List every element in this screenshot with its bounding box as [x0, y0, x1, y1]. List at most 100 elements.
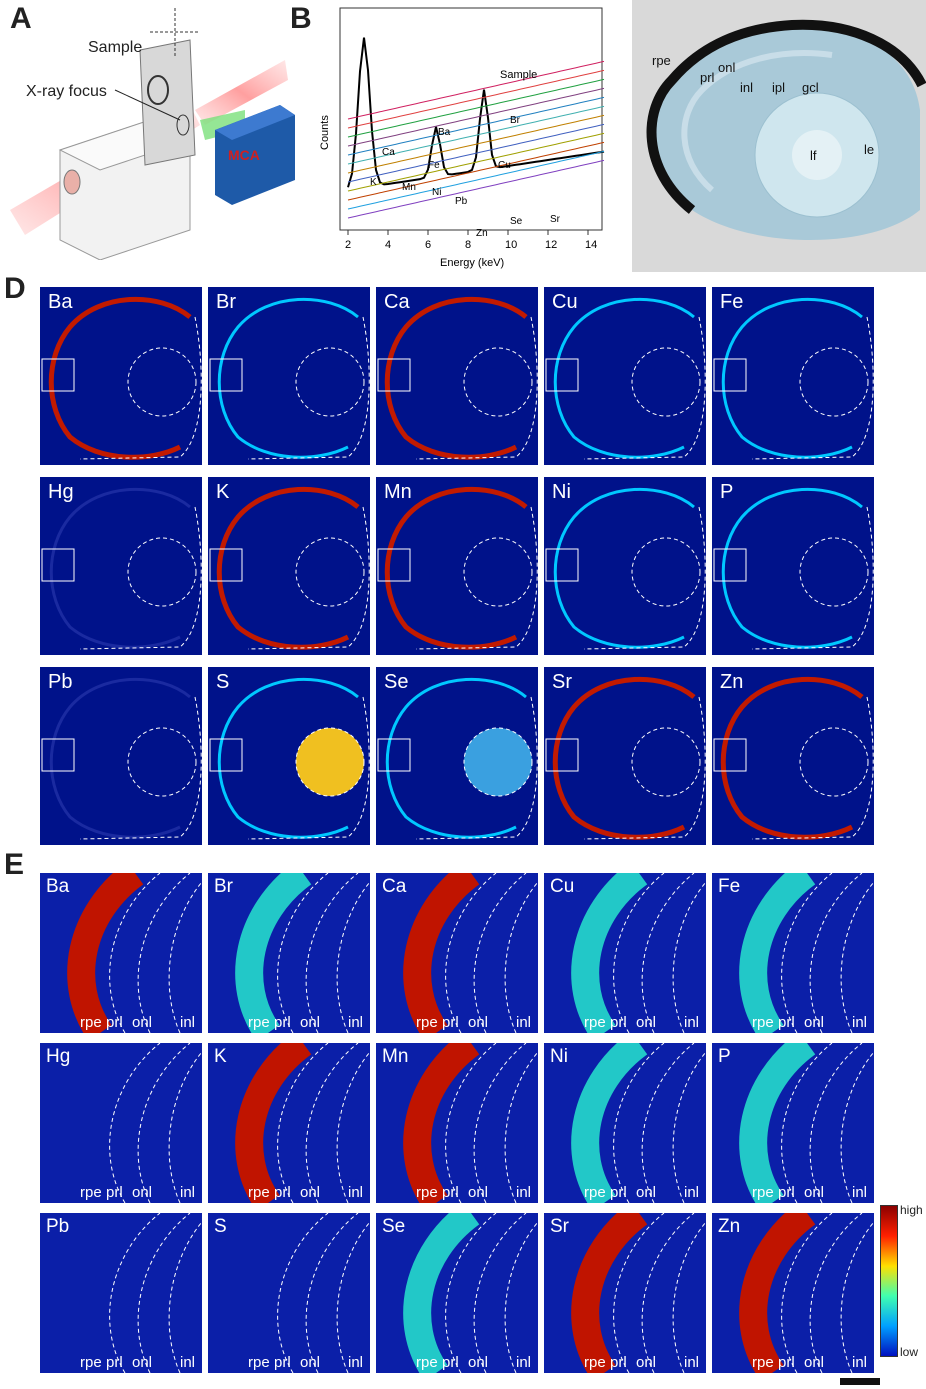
map-ca: Ca — [376, 287, 538, 465]
element-label: S — [214, 1216, 227, 1237]
scale-bar — [840, 1378, 880, 1385]
layer-label-rpe: rpe — [752, 1014, 774, 1031]
spectrum-line — [347, 105, 605, 165]
spectrum-line — [347, 78, 605, 138]
element-label: Se — [382, 1216, 406, 1237]
map-ba: Ba — [40, 287, 202, 465]
layer-label-prl: prl — [274, 1184, 291, 1201]
colorbar: high low — [878, 1203, 926, 1370]
spectrum-line — [347, 114, 605, 174]
layer-label-onl: onl — [468, 1014, 489, 1031]
panel-c-histology: rpe prl onl inl ipl gcl lf le — [632, 0, 926, 272]
line-label-mn: Mn — [402, 182, 416, 193]
element-label: Ba — [46, 876, 70, 897]
label-onl: onl — [718, 60, 735, 75]
layer-label-prl: prl — [610, 1184, 627, 1201]
line-label-br: Br — [510, 115, 521, 126]
layer-label-prl: prl — [106, 1184, 123, 1201]
element-label: Fe — [720, 291, 744, 313]
line-label-ca: Ca — [382, 147, 395, 158]
element-label: P — [718, 1046, 731, 1067]
line-label-ni: Ni — [432, 187, 441, 198]
xray-setup-diagram: Sample X-ray focus MCA — [10, 8, 295, 261]
rpe-layer — [646, 19, 926, 214]
layer-label-rpe: rpe — [416, 1354, 438, 1371]
layer-label-inl: inl — [852, 1184, 868, 1201]
x-tick-label: 2 — [345, 239, 351, 251]
spectrum-line — [347, 123, 605, 183]
layer-label-prl: prl — [442, 1014, 459, 1031]
x-axis-label: Energy (keV) — [440, 257, 504, 269]
zoom-map-cu: Cu rpe prl onl inl — [544, 873, 706, 1033]
element-label: Ca — [384, 291, 410, 313]
element-label: Mn — [382, 1046, 409, 1067]
map-cu: Cu — [544, 287, 706, 465]
x-tick-label: 10 — [505, 239, 517, 251]
map-hg: Hg — [40, 477, 202, 655]
panel-label-d: D — [4, 272, 26, 305]
layer-label-onl: onl — [468, 1354, 489, 1371]
layer-label-onl: onl — [300, 1354, 321, 1371]
panel-label-e: E — [4, 848, 25, 881]
layer-label-onl: onl — [300, 1184, 321, 1201]
layer-label-rpe: rpe — [416, 1014, 438, 1031]
layer-label-inl: inl — [684, 1014, 700, 1031]
layer-label-onl: onl — [132, 1354, 153, 1371]
layer-label-rpe: rpe — [416, 1184, 438, 1201]
layer-label-rpe: rpe — [80, 1184, 102, 1201]
layer-label-prl: prl — [106, 1014, 123, 1031]
line-label-cu: Cu — [498, 160, 511, 171]
element-label: Zn — [718, 1216, 741, 1237]
layer-label-prl: prl — [106, 1354, 123, 1371]
spectrum-line — [347, 141, 605, 201]
layer-label-rpe: rpe — [80, 1354, 102, 1371]
layer-label-inl: inl — [348, 1354, 364, 1371]
zoom-map-pb: Pb rpe prl onl inl — [40, 1213, 202, 1373]
element-label: Fe — [718, 876, 741, 897]
layer-label-onl: onl — [636, 1014, 657, 1031]
map-br: Br — [208, 287, 370, 465]
spectrum-lines — [347, 37, 605, 219]
x-ticks: 2 4 6 8 10 12 14 — [345, 230, 597, 251]
element-label: Hg — [48, 481, 74, 503]
panel-e-zoom-maps: Ba rpe prl onl inl Br rpe prl onl inl Ca rpe prl on… — [40, 873, 875, 1373]
layer-label-rpe: rpe — [584, 1184, 606, 1201]
layer-label-rpe: rpe — [752, 1184, 774, 1201]
x-tick-label: 4 — [385, 239, 391, 251]
layer-label-inl: inl — [180, 1184, 196, 1201]
element-label: Cu — [552, 291, 578, 313]
map-zn: Zn — [712, 667, 874, 845]
spectra-plot: Counts Energy (keV) 2 4 6 8 10 12 14 Sample Ca… — [319, 7, 605, 269]
label-rpe: rpe — [652, 53, 671, 68]
panel-b-spectra: Counts Energy (keV) 2 4 6 8 10 12 14 Sample Ca… — [310, 0, 610, 270]
zoom-map-ba: Ba rpe prl onl inl — [40, 873, 202, 1033]
layer-label-prl: prl — [274, 1014, 291, 1031]
y-axis-label: Counts — [319, 115, 331, 150]
spectrum-line — [347, 87, 605, 147]
layer-label-inl: inl — [852, 1014, 868, 1031]
layer-label-inl: inl — [348, 1184, 364, 1201]
panel-d-maps: Ba Br Ca Cu Fe Hg K Mn N — [40, 287, 875, 847]
element-label: S — [216, 671, 230, 693]
xray-focus-label: X-ray focus — [26, 83, 107, 100]
element-label: Cu — [550, 876, 575, 897]
x-tick-label: 12 — [545, 239, 557, 251]
zoom-map-mn: Mn rpe prl onl inl — [376, 1043, 538, 1203]
label-le: le — [864, 142, 874, 157]
layer-label-rpe: rpe — [752, 1354, 774, 1371]
element-label: Br — [216, 291, 236, 313]
map-fe: Fe — [712, 287, 874, 465]
layer-label-onl: onl — [804, 1014, 825, 1031]
layer-label-onl: onl — [636, 1184, 657, 1201]
layer-label-prl: prl — [778, 1354, 795, 1371]
panel-a-schematic: Sample X-ray focus MCA — [0, 0, 300, 261]
spectrum-line — [347, 69, 605, 129]
x-tick-label: 6 — [425, 239, 431, 251]
colorbar-high-label: high — [900, 1203, 923, 1217]
zoom-map-ni: Ni rpe prl onl inl — [544, 1043, 706, 1203]
layer-label-prl: prl — [778, 1014, 795, 1031]
mca-label: MCA — [228, 147, 260, 163]
layer-label-rpe: rpe — [248, 1354, 270, 1371]
